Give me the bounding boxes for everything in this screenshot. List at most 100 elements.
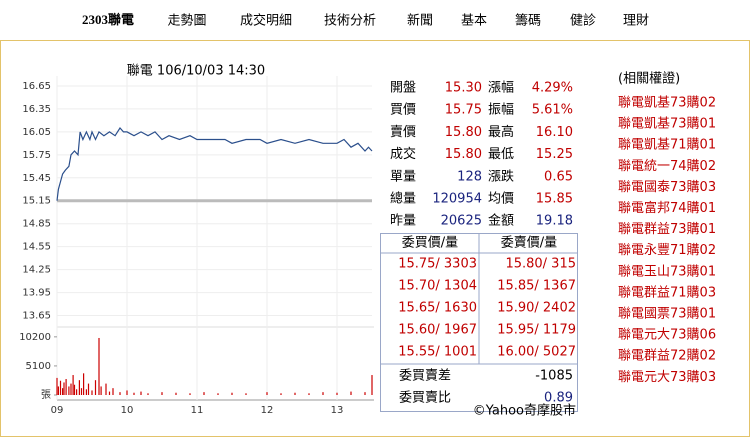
order-header: 委賣價/量 (501, 236, 557, 251)
quote-value: 5.61% (532, 103, 573, 118)
warrants-title: (相關權證) (618, 71, 680, 87)
nav-link[interactable]: 籌碼 (515, 14, 541, 29)
volume-bar (87, 383, 90, 395)
volume-bar (336, 392, 338, 395)
quote-label: 振幅 (488, 103, 514, 118)
y-tick-label: 14.25 (22, 265, 51, 276)
order-entry: 15.95/ 1179 (497, 323, 576, 338)
volume-bar (147, 393, 149, 395)
order-entry: 15.75/ 3303 (398, 257, 477, 272)
warrant-link[interactable]: 聯電凱基71購01 (618, 138, 716, 153)
order-entry: 15.90/ 2402 (497, 301, 576, 316)
volume-bar (85, 389, 87, 395)
quote-label: 單量 (390, 169, 416, 184)
volume-bar (126, 390, 128, 395)
warrant-link[interactable]: 聯電永豐71購02 (618, 243, 716, 258)
volume-bar (73, 384, 76, 395)
volume-bar (105, 383, 107, 395)
volume-bar (68, 386, 70, 395)
nav-link[interactable]: 2303聯電 (82, 12, 134, 27)
nav-link[interactable]: 新聞 (407, 13, 433, 29)
warrant-link[interactable]: 聯電元大73購03 (618, 370, 716, 385)
warrant-link[interactable]: 聯電群益73購01 (618, 222, 716, 237)
x-tick-label: 11 (191, 405, 204, 416)
source: ©Yahoo奇摩股市 (473, 403, 576, 419)
volume-bar (308, 393, 310, 395)
order-entry: 15.60/ 1967 (398, 323, 477, 338)
quote-value: 120954 (432, 192, 482, 207)
x-tick-label: 09 (51, 405, 64, 416)
y-tick-label: 14.85 (22, 219, 51, 230)
warrant-link[interactable]: 聯電統一74購02 (618, 159, 716, 174)
warrant-link[interactable]: 聯電富邦74購01 (618, 200, 716, 216)
nav-link[interactable]: 技術分析 (324, 14, 376, 29)
quote-label: 漲幅 (488, 81, 514, 96)
warrant-link[interactable]: 聯電群益72購02 (618, 349, 716, 364)
y-tick-label: 張 (41, 389, 51, 401)
warrant-link[interactable]: 聯電玉山73購01 (618, 264, 716, 279)
volume-bar (364, 392, 366, 395)
x-tick-label: 13 (331, 405, 344, 416)
y-tick-label: 15.15 (22, 196, 51, 207)
nav-link[interactable]: 理財 (623, 14, 649, 29)
quote-value: 15.25 (536, 147, 573, 162)
volume-bar (76, 389, 78, 395)
quote-label: 最高 (488, 124, 514, 140)
warrant-link[interactable]: 聯電國泰73購03 (618, 180, 716, 195)
volume-bar (280, 393, 282, 395)
volume-bar (189, 393, 191, 395)
volume-bar (371, 375, 373, 395)
y-tick-label: 13.65 (22, 311, 51, 322)
order-entry: 16.00/ 5027 (497, 345, 576, 360)
volume-bar (57, 386, 59, 395)
y-tick-label: 14.55 (22, 242, 51, 253)
volume-bar (112, 388, 114, 395)
volume-bar (94, 380, 97, 395)
x-tick-label: 12 (261, 405, 274, 416)
quote-label: 昨量 (390, 214, 416, 229)
volume-bar (350, 391, 352, 395)
nav-link[interactable]: 成交明細 (240, 13, 292, 29)
y-tick-label: 16.65 (22, 81, 51, 92)
y-tick-label: 13.95 (22, 288, 51, 299)
quote-value: 15.80 (445, 125, 482, 140)
volume-bar (91, 390, 93, 395)
order-entry: 15.65/ 1630 (398, 301, 477, 316)
volume-bar (175, 392, 177, 395)
volume-bar (266, 392, 268, 395)
quote-label: 買價 (390, 103, 416, 118)
volume-bar (203, 392, 205, 395)
quote-value: 4.29% (532, 81, 573, 96)
warrant-link[interactable]: 聯電群益71購03 (618, 285, 716, 300)
order-header: 委買價/量 (402, 236, 458, 251)
order-entry: 15.70/ 1304 (398, 279, 477, 294)
warrant-link[interactable]: 聯電凱基73購02 (618, 96, 716, 111)
nav-link[interactable]: 走勢圖 (167, 14, 206, 29)
volume-bar (56, 377, 58, 395)
nav-link[interactable]: 基本 (461, 14, 487, 29)
quote-value: 15.80 (445, 147, 482, 162)
volume-bar (161, 392, 163, 395)
quote-value: 15.30 (445, 81, 482, 96)
order-entry: 15.80/ 315 (505, 257, 576, 272)
quote-label: 金額 (488, 213, 514, 229)
y-tick-label: 16.05 (22, 127, 51, 138)
warrant-link[interactable]: 聯電國票73購01 (618, 307, 716, 322)
volume-bar (245, 393, 247, 395)
quote-value: 15.85 (536, 192, 573, 207)
volume-bar (322, 392, 324, 395)
quote-value: 19.18 (536, 214, 573, 229)
warrant-link[interactable]: 聯電元大73購06 (618, 328, 716, 343)
quote-value: 20625 (441, 214, 482, 229)
volume-bar (83, 373, 85, 395)
warrant-link[interactable]: 聯電凱基73購01 (618, 117, 716, 132)
y-tick-label: 15.75 (22, 150, 51, 161)
volume-bar (231, 392, 233, 395)
volume-bar (62, 388, 64, 395)
quote-label: 漲跌 (488, 168, 514, 184)
quote-label: 成交 (390, 146, 416, 162)
nav-link[interactable]: 健診 (570, 13, 596, 29)
quote-value: 0.65 (544, 169, 573, 184)
volume-bar (80, 388, 83, 395)
volume-bar (133, 392, 135, 395)
